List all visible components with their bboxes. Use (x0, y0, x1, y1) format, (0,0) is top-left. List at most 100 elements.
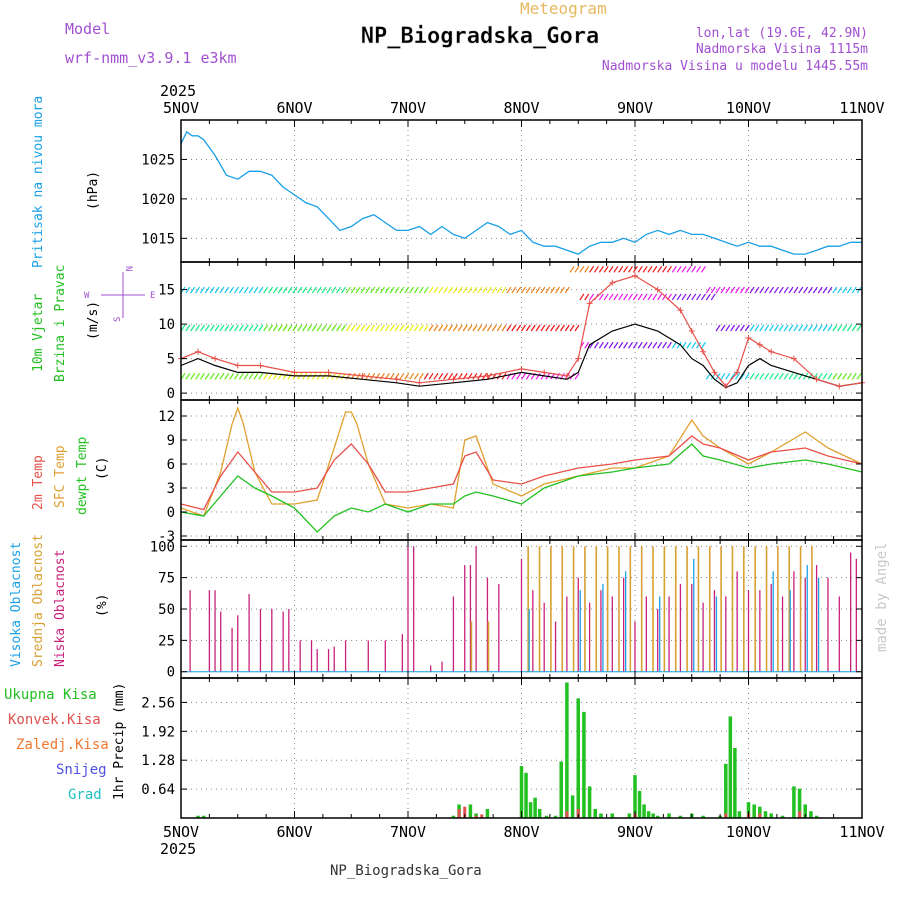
wind-barb (311, 286, 317, 294)
station-title: NP_Biogradska_Gora (361, 24, 599, 49)
wind-barb (764, 372, 770, 380)
wind-barb (418, 286, 424, 294)
compass-n: N (123, 266, 133, 271)
wind-barb (326, 286, 332, 294)
total-precip-bar (468, 804, 473, 818)
wind-barb (263, 286, 269, 294)
lonlat-label: lon,lat (19.6E, 42.9N) (696, 26, 868, 41)
wind-barb (365, 286, 371, 294)
product-title: Meteogram (520, 0, 607, 18)
wind-barb (195, 286, 201, 294)
wind-barb (248, 286, 254, 294)
wind-barb (428, 286, 434, 294)
wind-barb (185, 286, 191, 294)
wind-barb (370, 372, 376, 380)
wind-barb (321, 324, 327, 332)
wind-barb (238, 286, 244, 294)
wind-barb (452, 372, 458, 380)
wind-barb (593, 266, 599, 273)
wind-barb (399, 286, 405, 294)
wind-barb (433, 372, 439, 380)
date-label-top: 6NOV (276, 99, 312, 117)
total-precip-bar (533, 797, 537, 818)
date-label-bottom: 5NOV (163, 823, 199, 841)
total-precip-bar (544, 815, 549, 818)
wind-barb (671, 293, 677, 301)
wind-barb (341, 324, 347, 332)
gust-marker (563, 372, 570, 379)
bottom-date-labels: 5NOV 6NOV 7NOV 8NOV 9NOV 10NOV 11NOV (163, 823, 885, 841)
total-precip-bar (451, 815, 456, 818)
gust-marker (836, 383, 843, 390)
conv-precip-bar (474, 815, 478, 818)
gust-marker (790, 355, 797, 362)
wind-barb (472, 372, 478, 380)
model-label: Model (65, 20, 110, 38)
y-tick-label: 0 (167, 665, 175, 681)
wind-barb (817, 324, 823, 332)
wind-barb (282, 286, 288, 294)
wind-barb (452, 324, 458, 332)
wind-barb (628, 293, 634, 301)
wind-barb (389, 324, 395, 332)
wind-barb (253, 286, 259, 294)
gust-marker (722, 383, 729, 390)
wind-barb (190, 286, 196, 294)
wind-barb (399, 324, 405, 332)
wind-barb (652, 266, 658, 273)
wind-barb (268, 372, 274, 380)
watermark: made by Angel (874, 542, 890, 652)
wind-barb (540, 286, 546, 294)
total-precip-bar (701, 815, 705, 818)
wind-barb (618, 293, 624, 301)
wind-barb (584, 266, 590, 273)
wind-barb (569, 266, 575, 273)
wind-barb (253, 324, 259, 332)
wind-title-2: Brzina i Pravac (53, 265, 68, 382)
wind-barb (618, 266, 624, 273)
wind-barb (579, 293, 585, 301)
wind-barb (632, 341, 638, 349)
wind-barb (272, 286, 278, 294)
wind-barb (506, 324, 512, 332)
wind-barb (574, 372, 580, 380)
y-tick-label: 100 (150, 539, 175, 555)
wind-barb (365, 324, 371, 332)
wind-barb (525, 324, 531, 332)
wind-barb (696, 266, 702, 273)
wind-barb (691, 293, 697, 301)
wind-barb (185, 372, 191, 380)
wind-barb (525, 286, 531, 294)
wind-barb (287, 324, 293, 332)
wind-barb (399, 372, 405, 380)
wind-barb (331, 286, 337, 294)
legend-total-rain: Ukupna Kisa (4, 687, 97, 703)
wind-barb (555, 286, 561, 294)
total-precip-bar (485, 808, 490, 818)
wind-barb (720, 286, 726, 294)
total-precip-bar (201, 815, 206, 818)
wind-barb (394, 324, 400, 332)
wind-barb (759, 372, 765, 380)
wind-barb (496, 286, 502, 294)
wind-barb (234, 372, 240, 380)
wind-barb (224, 324, 230, 332)
wind-barb (190, 324, 196, 332)
wind-barb (788, 324, 794, 332)
wind-barb (540, 324, 546, 332)
y-tick-label: 6 (167, 457, 175, 473)
wind-barb (628, 341, 634, 349)
gust-marker (734, 369, 741, 376)
wind-barb (798, 324, 804, 332)
wind-barb (564, 286, 570, 294)
date-label-top: 9NOV (617, 99, 653, 117)
wind-barb (657, 266, 663, 273)
total-precip-bar (637, 790, 642, 818)
total-precip-bar (763, 811, 768, 818)
cloud-unit: (%) (95, 594, 110, 617)
total-precip-bar (780, 815, 785, 818)
wind-barb (764, 324, 770, 332)
wind-barb (219, 372, 225, 380)
wind-barb (457, 324, 463, 332)
y-tick-label: 2.56 (141, 695, 175, 711)
